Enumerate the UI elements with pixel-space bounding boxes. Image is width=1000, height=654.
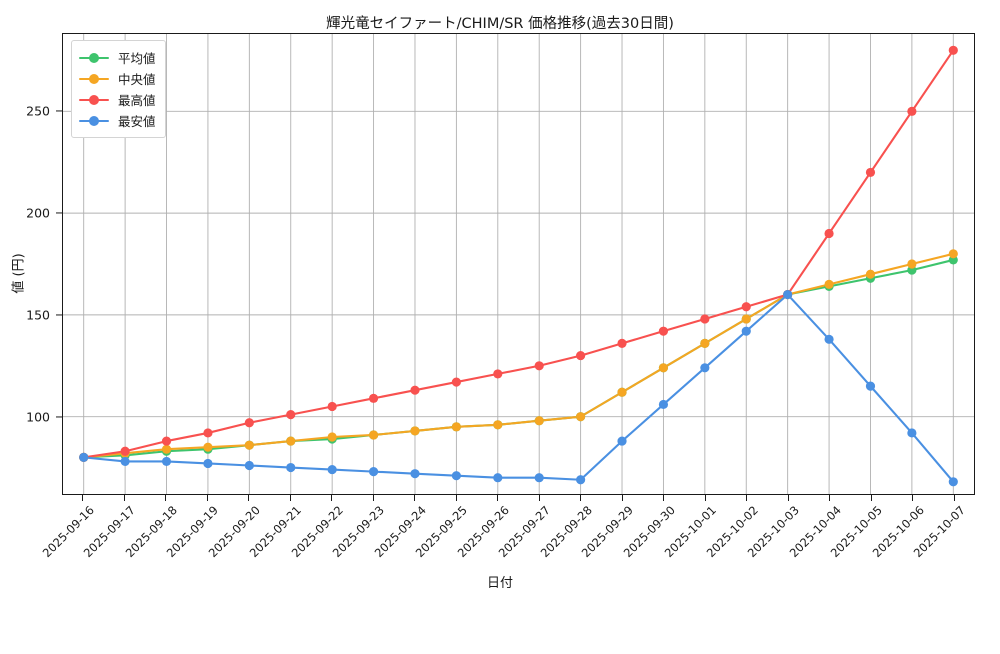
x-tick-mark xyxy=(787,495,789,501)
x-tick-mark xyxy=(248,495,250,501)
x-tick-mark xyxy=(870,495,872,501)
y-tick-label: 100 xyxy=(26,409,50,425)
y-tick-label: 200 xyxy=(26,205,50,221)
x-tick-mark xyxy=(123,495,125,501)
x-tick-mark xyxy=(953,495,955,501)
legend-label-max: 最高値 xyxy=(118,93,156,108)
chart-title: 輝光竜セイファート/CHIM/SR 価格推移(過去30日間) xyxy=(326,16,674,32)
x-tick-mark xyxy=(289,495,291,501)
legend-swatch-average-icon xyxy=(79,51,109,65)
legend-swatch-max-icon xyxy=(79,93,109,107)
x-tick-mark xyxy=(704,495,706,501)
legend-item-max[interactable]: 最高値 xyxy=(79,89,156,110)
x-tick-mark xyxy=(414,495,416,501)
x-tick-mark xyxy=(165,495,167,501)
x-tick-mark xyxy=(538,495,540,501)
y-tick-label: 250 xyxy=(26,103,50,119)
x-tick-mark xyxy=(206,495,208,501)
x-tick-mark xyxy=(621,495,623,501)
x-tick-mark xyxy=(912,495,914,501)
plot-area xyxy=(62,33,975,495)
legend-item-average[interactable]: 平均値 xyxy=(79,47,156,68)
x-tick-mark xyxy=(663,495,665,501)
y-tick-mark xyxy=(56,416,62,418)
legend-label-average: 平均値 xyxy=(118,51,156,66)
chart-legend: 平均値 中央値 最高値 最安値 xyxy=(71,40,166,138)
data-series-layer xyxy=(79,45,958,487)
y-tick-label: 150 xyxy=(26,307,50,323)
y-tick-mark xyxy=(56,314,62,316)
chart-figure: 輝光竜セイファート/CHIM/SR 価格推移(過去30日間) 値 (円) 日付 … xyxy=(11,16,975,591)
legend-item-median[interactable]: 中央値 xyxy=(79,68,156,89)
x-tick-mark xyxy=(331,495,333,501)
legend-label-min: 最安値 xyxy=(118,114,156,129)
x-tick-mark xyxy=(372,495,374,501)
x-axis-label: 日付 xyxy=(486,576,513,591)
y-tick-mark xyxy=(56,212,62,214)
y-tick-mark xyxy=(56,110,62,112)
legend-swatch-min-icon xyxy=(79,114,109,128)
legend-swatch-median-icon xyxy=(79,72,109,86)
x-tick-mark xyxy=(497,495,499,501)
legend-item-min[interactable]: 最安値 xyxy=(79,110,156,131)
x-tick-mark xyxy=(455,495,457,501)
x-tick-mark xyxy=(580,495,582,501)
x-tick-mark xyxy=(82,495,84,501)
x-tick-mark xyxy=(829,495,831,501)
x-tick-mark xyxy=(746,495,748,501)
legend-label-median: 中央値 xyxy=(118,72,156,87)
